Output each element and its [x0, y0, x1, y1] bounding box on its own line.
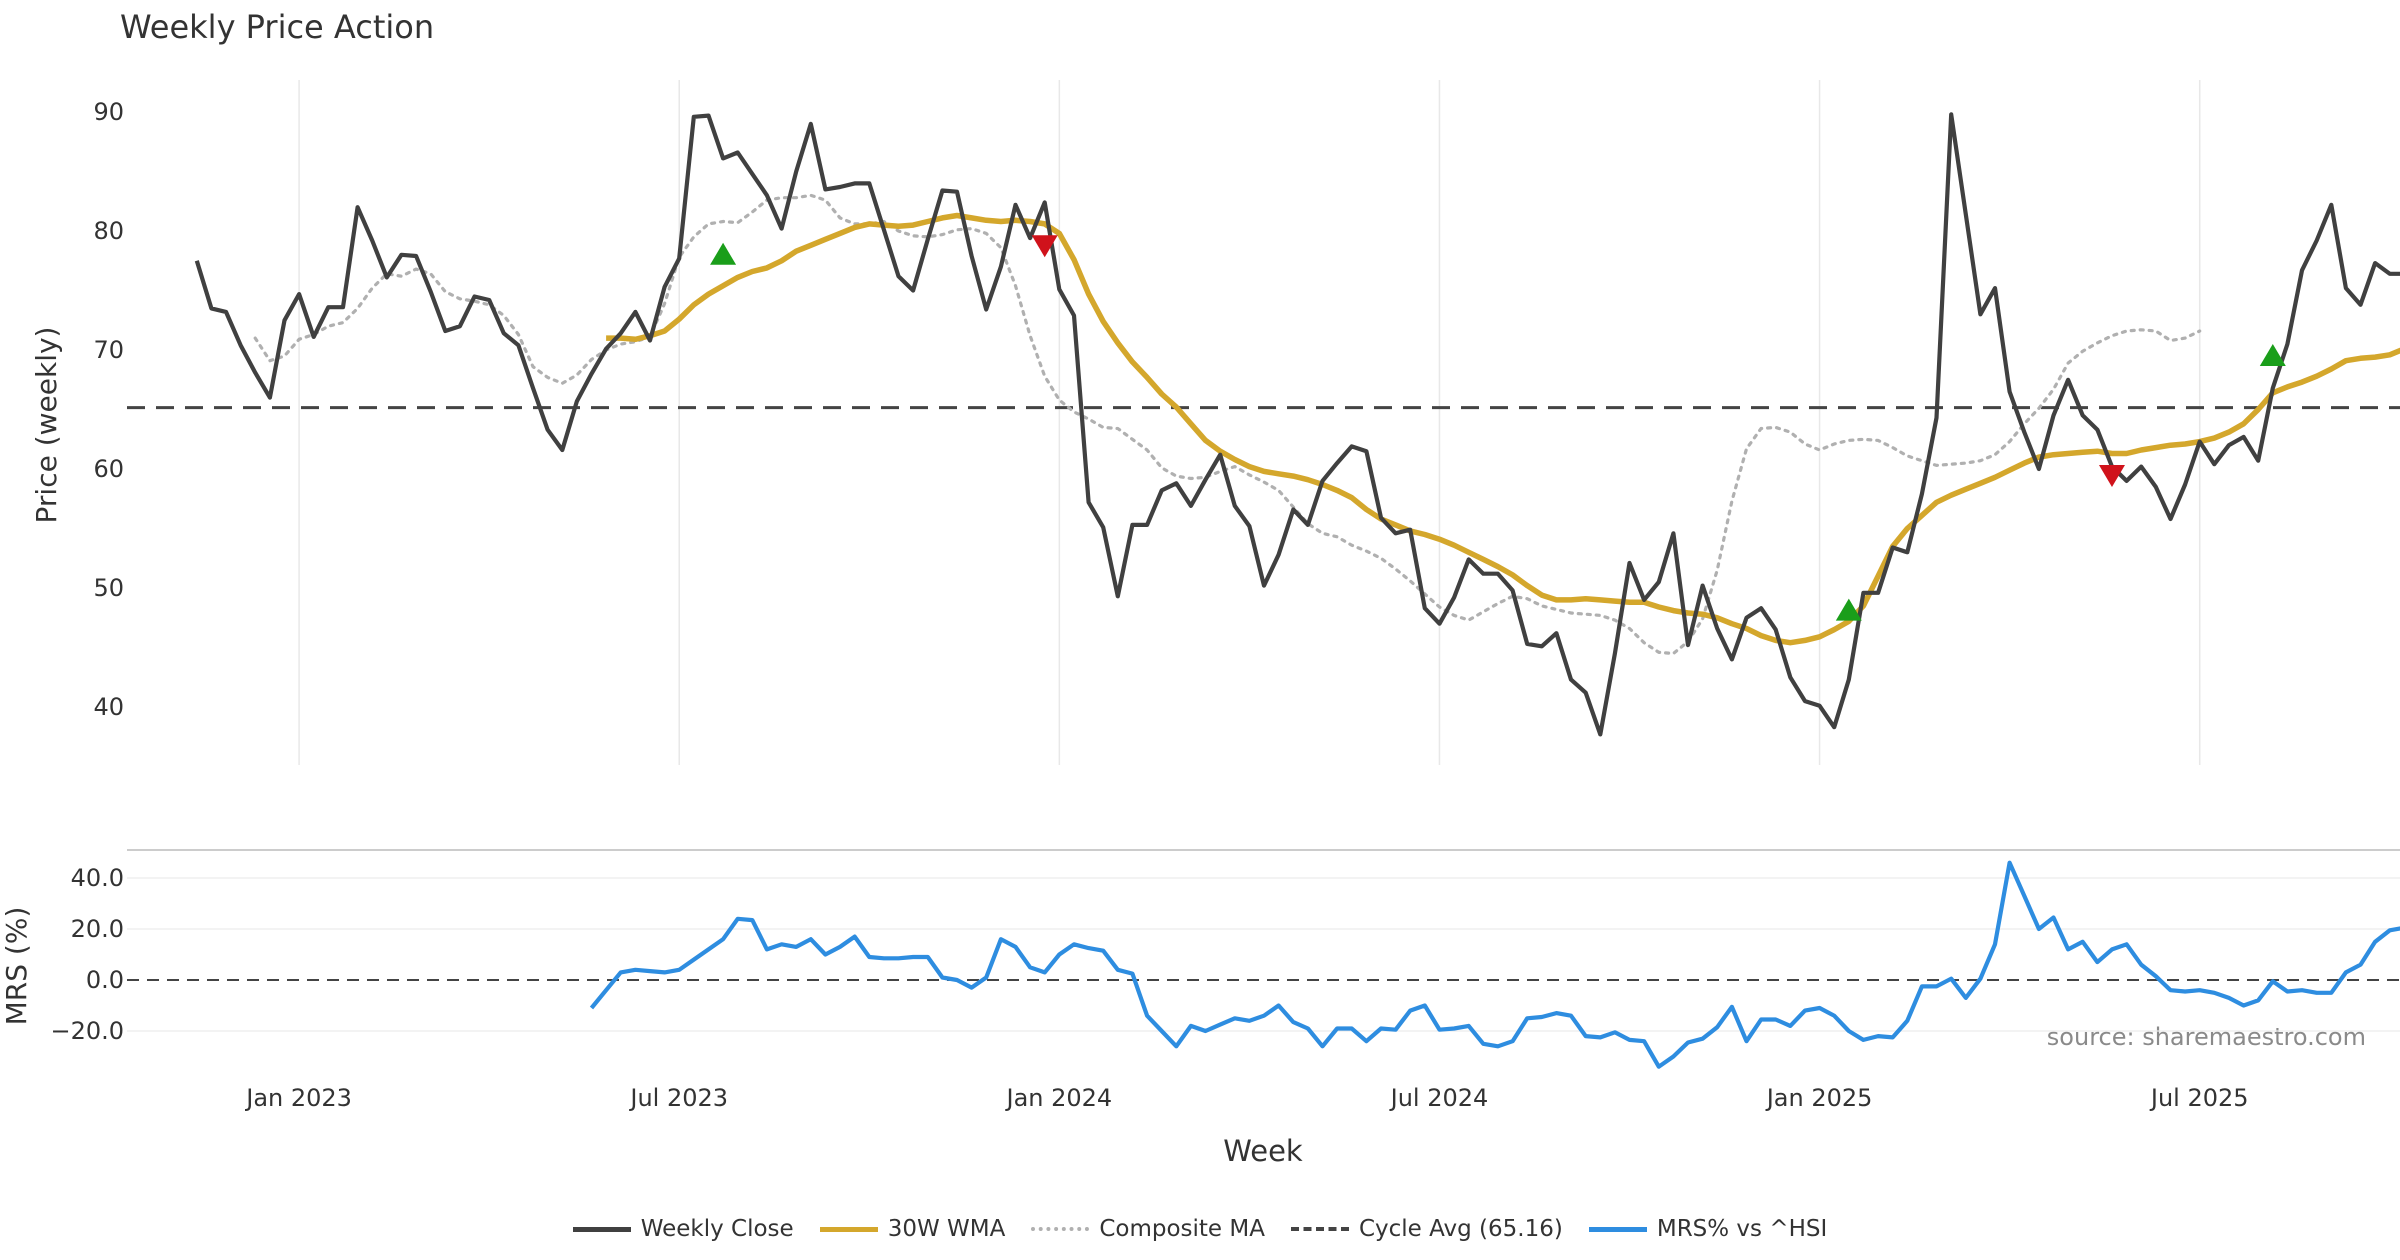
- legend-swatch-close: [572, 1226, 631, 1232]
- x-tick-label: Jan 2025: [1765, 1084, 1873, 1112]
- price-grid: [298, 80, 2201, 765]
- composite-ma-line: [253, 193, 2202, 656]
- x-axis-label: Week: [1223, 1134, 1303, 1168]
- legend-label-close: Weekly Close: [640, 1216, 794, 1242]
- price-series-layer: [194, 112, 2400, 737]
- mrs-series-layer: [589, 860, 2400, 1069]
- legend-composite-ma: Composite MA: [1031, 1216, 1265, 1242]
- sell-signal-marker: [2098, 464, 2125, 487]
- price-y-tick-label: 80: [93, 217, 124, 245]
- mrs-y-tick-label: −20.0: [50, 1017, 124, 1045]
- price-y-tick-label: 70: [93, 336, 124, 364]
- legend-swatch-mrs: [1588, 1226, 1647, 1232]
- chart-title: Weekly Price Action: [120, 8, 434, 46]
- legend-swatch-cycle: [1290, 1227, 1349, 1231]
- source-note: source: sharemaestro.com: [2047, 1023, 2366, 1051]
- price-y-tick-label: 50: [93, 574, 124, 602]
- buy-signal-marker: [2259, 343, 2286, 366]
- legend-label-cycle: Cycle Avg (65.16): [1358, 1216, 1563, 1242]
- x-tick-label: Jul 2023: [628, 1084, 728, 1112]
- mrs-y-tick-label: 40.0: [71, 864, 124, 892]
- signal-markers: [710, 235, 2286, 621]
- mrs-y-tick-label: 0.0: [86, 966, 124, 994]
- price-y-ticks: 40 50 60 70 80 90: [93, 98, 124, 721]
- x-ticks: Jan 2023 Jul 2023 Jan 2024 Jul 2024 Jan 2025…: [244, 1084, 2248, 1112]
- mrs-y-tick-label: 20.0: [71, 915, 124, 943]
- legend-swatch-wma: [819, 1226, 878, 1232]
- x-tick-label: Jul 2024: [1389, 1084, 1489, 1112]
- legend-label-wma: 30W WMA: [887, 1216, 1006, 1242]
- price-y-tick-label: 90: [93, 98, 124, 126]
- price-axis-label: Price (weekly): [30, 327, 63, 524]
- legend-cycle-avg: Cycle Avg (65.16): [1290, 1216, 1563, 1242]
- x-tick-label: Jan 2023: [244, 1084, 352, 1112]
- mrs-y-ticks: −20.0 0.0 20.0 40.0: [50, 864, 124, 1045]
- legend-weekly-close: Weekly Close: [572, 1216, 794, 1242]
- legend: Weekly Close 30W WMA Composite MA Cycle …: [0, 1212, 2400, 1246]
- mrs-grid: [127, 877, 2400, 1032]
- weekly-close-line: [194, 112, 2400, 737]
- price-y-tick-label: 60: [93, 455, 124, 483]
- buy-signal-marker: [1835, 598, 1862, 621]
- price-y-tick-label: 40: [93, 693, 124, 721]
- mrs-line: [589, 860, 2400, 1069]
- sell-signal-marker: [1031, 235, 1058, 258]
- legend-mrs: MRS% vs ^HSI: [1588, 1216, 1828, 1242]
- buy-signal-marker: [710, 242, 737, 265]
- wma-line: [606, 212, 2400, 646]
- legend-30w-wma: 30W WMA: [819, 1216, 1006, 1242]
- legend-label-composite: Composite MA: [1099, 1216, 1265, 1242]
- legend-swatch-composite: [1031, 1227, 1090, 1231]
- x-tick-label: Jan 2024: [1004, 1084, 1112, 1112]
- legend-label-mrs: MRS% vs ^HSI: [1656, 1216, 1828, 1242]
- mrs-axis-label: MRS (%): [0, 907, 33, 1026]
- x-tick-label: Jul 2025: [2149, 1084, 2249, 1112]
